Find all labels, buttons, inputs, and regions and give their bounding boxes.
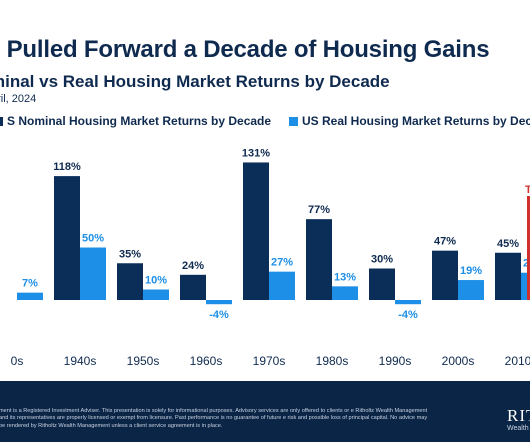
- chart-date-note: pril, 2024: [0, 93, 37, 105]
- category-tick-label: 0s: [11, 354, 24, 368]
- legend-nominal: S Nominal Housing Market Returns by Deca…: [0, 114, 271, 128]
- real-bar: [269, 271, 295, 300]
- real-value-label: 7%: [22, 278, 38, 290]
- chart-subtitle: minal vs Real Housing Market Returns by …: [0, 72, 390, 91]
- brand-logo: RITH: [507, 406, 530, 425]
- nominal-value-label: 131%: [242, 147, 270, 159]
- category-tick-label: 2000s: [442, 354, 475, 368]
- nominal-value-label: 47%: [434, 236, 456, 248]
- category-tick-label: 1990s: [379, 354, 412, 368]
- nominal-value-label: 77%: [308, 204, 330, 216]
- real-bar: [17, 292, 43, 300]
- nominal-value-label: 45%: [497, 238, 519, 250]
- returns-bar-chart: 7% 0s 118% 50% 1940s 35% 10% 1950s 24% -4% 1960s 13…: [11, 147, 530, 368]
- legend-nominal-label: S Nominal Housing Market Returns by Deca…: [7, 114, 272, 128]
- chart-headline: s Pulled Forward a Decade of Housing Gai…: [0, 36, 490, 63]
- partial-2020s-label: T: [525, 184, 530, 196]
- real-value-label: 13%: [334, 271, 356, 283]
- legend-real: US Real Housing Market Returns by Deca: [289, 114, 530, 128]
- real-value-label: 10%: [145, 275, 167, 287]
- real-bar: [395, 300, 421, 305]
- real-bar: [143, 289, 169, 300]
- legend-nominal-swatch: [0, 116, 3, 126]
- nominal-bar: [495, 252, 521, 300]
- real-value-label: 26%: [523, 258, 530, 270]
- category-tick-label: 1960s: [190, 354, 223, 368]
- nominal-value-label: 35%: [119, 248, 141, 260]
- legend-real-label: US Real Housing Market Returns by Deca: [302, 114, 530, 128]
- real-value-label: 50%: [82, 233, 104, 245]
- real-value-label: 19%: [460, 265, 482, 277]
- partial-2020s-bar: [527, 196, 530, 300]
- nominal-bar: [369, 268, 395, 300]
- nominal-bar: [306, 219, 332, 300]
- nominal-bar: [243, 162, 269, 300]
- category-tick-label: 1970s: [253, 354, 286, 368]
- real-value-label: 27%: [271, 257, 293, 269]
- category-tick-label: 1980s: [316, 354, 349, 368]
- nominal-bar: [180, 274, 206, 300]
- category-tick-label: 2010s: [505, 354, 530, 368]
- category-tick-label: 1950s: [127, 354, 160, 368]
- real-value-label: -4%: [209, 309, 229, 321]
- category-tick-label: 1940s: [64, 354, 97, 368]
- real-bar: [458, 280, 484, 300]
- real-bar: [80, 247, 106, 300]
- real-bar: [206, 300, 232, 305]
- brand-logo-subtext: Wealth: [507, 425, 529, 432]
- real-value-label: -4%: [398, 309, 418, 321]
- real-bar: [521, 272, 530, 300]
- legend-real-swatch: [289, 116, 298, 126]
- footer-bar: ment is a Registered Investment Adviser.…: [0, 381, 530, 442]
- footer-disclaimer: ment is a Registered Investment Adviser.…: [0, 408, 428, 429]
- nominal-bar: [432, 250, 458, 300]
- nominal-value-label: 24%: [182, 260, 204, 272]
- nominal-bar: [117, 263, 143, 300]
- nominal-value-label: 118%: [53, 161, 81, 173]
- real-bar: [332, 286, 358, 300]
- nominal-value-label: 30%: [371, 254, 393, 266]
- nominal-bar: [54, 176, 80, 300]
